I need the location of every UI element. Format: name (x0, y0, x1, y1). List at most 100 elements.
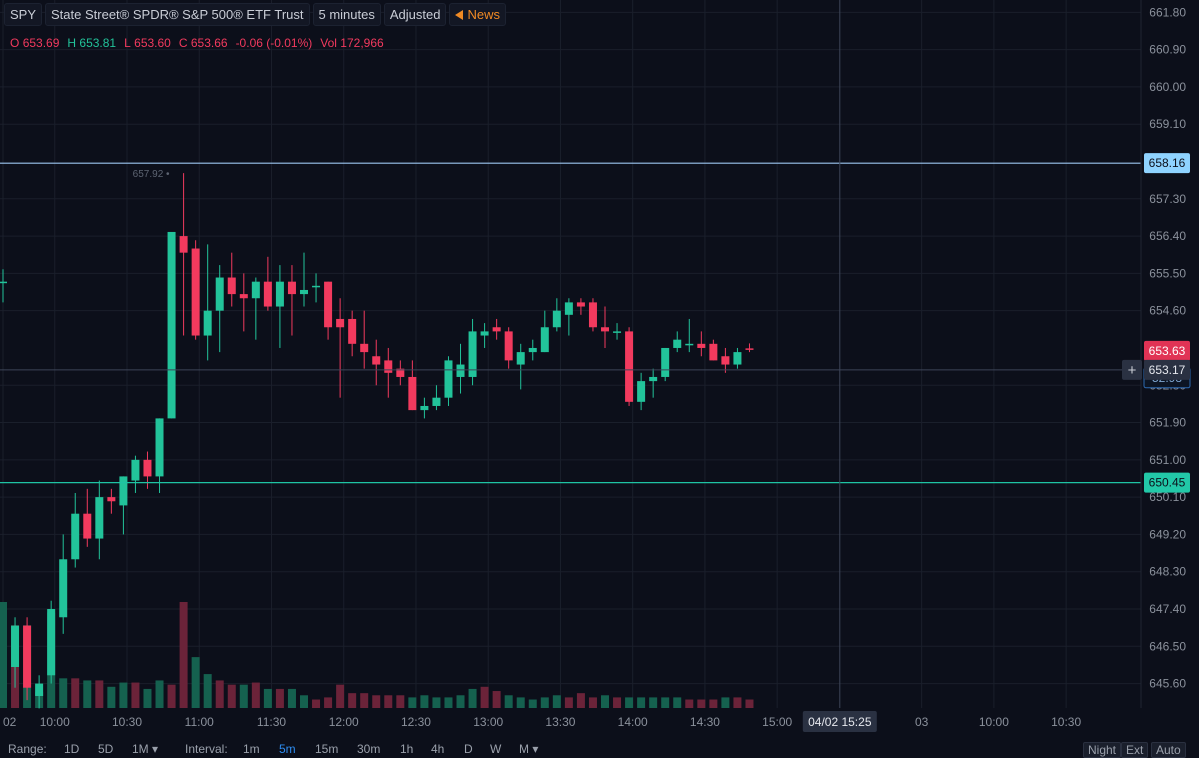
volume-bar (396, 695, 405, 708)
crosshair-time-badge: 04/02 15:25 (808, 715, 872, 729)
instrument-name[interactable]: State Street® SPDR® S&P 500® ETF Trust (45, 2, 310, 26)
volume-bar (107, 686, 116, 708)
volume-bar (613, 697, 622, 708)
interval-label: Interval: (185, 742, 228, 756)
volume-bar (215, 680, 224, 708)
candle-body (444, 360, 453, 398)
candle-body (47, 608, 56, 676)
volume-bar (312, 699, 321, 708)
interval-5m-button[interactable]: 5m (279, 742, 296, 756)
candle-body (504, 331, 513, 361)
interval-label[interactable]: 5 minutes (312, 2, 381, 26)
volume-bar (300, 695, 308, 708)
night-mode-button[interactable]: Night (1083, 742, 1122, 758)
volume-bar (552, 695, 561, 708)
volume-bar (480, 686, 489, 708)
price-tick-label: 651.90 (1149, 416, 1186, 430)
range-5d-button[interactable]: 5D (98, 742, 114, 756)
chart-legend: SPY State Street® SPDR® S&P 500® ETF Tru… (0, 0, 506, 28)
interval-m-dropdown[interactable]: M ▾ (519, 742, 539, 756)
volume-bar (468, 688, 477, 708)
candle-body (348, 318, 357, 344)
volume-bar (661, 697, 670, 708)
low-label: L (124, 36, 131, 50)
candle-body (733, 352, 742, 365)
candle-body (601, 327, 609, 332)
candle-body (263, 281, 272, 307)
add-alert-button[interactable] (1122, 359, 1142, 380)
symbol-label[interactable]: SPY (4, 2, 43, 26)
candle-body (540, 327, 549, 353)
crosshair-price-badge: 653.17 (1149, 363, 1186, 377)
candle-body (456, 364, 465, 377)
candle-body (203, 310, 212, 336)
ohlc-readout: O 653.69 H 653.81 L 653.60 C 653.66 -0.0… (10, 36, 384, 50)
auto-scale-button[interactable]: Auto (1151, 742, 1186, 758)
candle-body (167, 231, 176, 419)
candle-body (588, 302, 597, 328)
extended-hours-button[interactable]: Ext (1121, 742, 1149, 758)
volume-label: Vol (320, 36, 337, 50)
price-tick-label: 660.90 (1149, 43, 1186, 57)
candle-body (336, 318, 345, 328)
interval-1h-button[interactable]: 1h (400, 742, 414, 756)
high-value: 653.81 (79, 36, 117, 50)
volume-bar (119, 682, 128, 708)
range-1m-dropdown[interactable]: 1M ▾ (132, 742, 159, 756)
volume-bar (733, 697, 742, 708)
volume-bar (649, 697, 658, 708)
candle-body (275, 281, 284, 307)
volume-bar (709, 699, 718, 708)
range-label: Range: (8, 742, 47, 756)
candle-body (107, 497, 116, 502)
candle-body (71, 513, 80, 560)
interval-15m-button[interactable]: 15m (315, 742, 339, 756)
price-tick-label: 661.80 (1149, 5, 1186, 19)
interval-1m-button[interactable]: 1m (243, 742, 260, 756)
candle-body (35, 683, 44, 696)
price-tick-label: 656.40 (1149, 229, 1186, 243)
current-price-badge: 653.63 (1149, 344, 1186, 358)
interval-w-button[interactable]: W (490, 742, 502, 756)
news-button[interactable]: News (449, 2, 506, 26)
candle-body (300, 289, 308, 295)
time-tick-label: 10:00 (40, 715, 70, 729)
price-tick-label: 657.30 (1149, 192, 1186, 206)
volume-bar (637, 697, 646, 708)
candle-body (372, 356, 381, 365)
volume-value: 172,966 (340, 36, 384, 50)
volume-bar (167, 684, 176, 708)
volume-bar (0, 602, 7, 708)
time-tick-label: 14:30 (690, 715, 720, 729)
volume-bar (492, 691, 501, 708)
candle-body (239, 294, 248, 299)
adjusted-label[interactable]: Adjusted (383, 2, 447, 26)
interval-d-button[interactable]: D (464, 742, 473, 756)
candle-body (697, 343, 706, 348)
volume-bar (504, 695, 513, 708)
range-1d-button[interactable]: 1D (64, 742, 80, 756)
open-value: 653.69 (22, 36, 60, 50)
volume-bar (432, 697, 441, 708)
volume-bar (384, 695, 393, 708)
megaphone-icon (455, 9, 464, 20)
candle-body (324, 281, 333, 328)
time-tick-label: 10:00 (979, 715, 1009, 729)
interval-30m-button[interactable]: 30m (357, 742, 381, 756)
candle-body (625, 331, 634, 402)
candle-body (480, 331, 489, 336)
candle-body (516, 352, 525, 365)
candle-body (552, 310, 561, 328)
volume-bar (444, 697, 453, 708)
interval-4h-button[interactable]: 4h (431, 742, 445, 756)
volume-bar (348, 693, 357, 708)
volume-bar (336, 684, 345, 708)
candle-body (83, 513, 92, 539)
price-tick-label: 648.30 (1149, 565, 1186, 579)
candle-body (745, 348, 754, 350)
candle-body (155, 418, 164, 477)
volume-bar (131, 682, 140, 708)
candle-body (11, 625, 20, 667)
time-tick-label: 13:30 (545, 715, 575, 729)
